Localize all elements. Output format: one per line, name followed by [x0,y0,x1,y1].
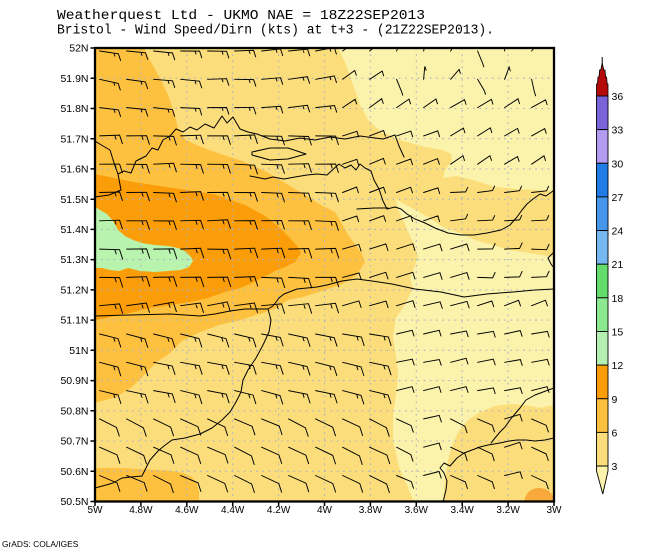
svg-text:4W: 4W [317,505,333,516]
svg-text:50.5N: 50.5N [60,496,88,508]
svg-text:3.8W: 3.8W [359,505,383,516]
svg-text:Weatherquest Ltd - UKMO NAE =: Weatherquest Ltd - UKMO NAE = 18Z22SEP20… [57,9,425,24]
svg-text:51.5N: 51.5N [60,194,88,206]
svg-text:51N: 51N [69,345,88,357]
svg-text:27: 27 [612,192,624,204]
svg-text:50.8N: 50.8N [60,405,88,417]
svg-text:18: 18 [612,293,624,305]
svg-text:33: 33 [612,125,624,137]
svg-text:51.8N: 51.8N [60,103,88,115]
svg-text:51.9N: 51.9N [60,73,88,85]
svg-text:51.2N: 51.2N [60,285,88,297]
svg-text:Bristol - Wind Speed/Dirn (kts: Bristol - Wind Speed/Dirn (kts) at t+3 -… [57,24,494,39]
svg-text:3.6W: 3.6W [405,505,429,516]
svg-text:4.6W: 4.6W [175,505,199,516]
svg-text:51.4N: 51.4N [60,224,88,236]
svg-text:3.2W: 3.2W [496,505,520,516]
svg-text:GrADS: COLA/IGES: GrADS: COLA/IGES [2,539,79,549]
svg-text:3: 3 [612,461,618,473]
svg-text:30: 30 [612,158,624,170]
svg-text:4.2W: 4.2W [267,505,291,516]
svg-text:24: 24 [612,226,624,238]
svg-text:21: 21 [612,259,624,271]
svg-text:50.7N: 50.7N [60,436,88,448]
svg-text:5W: 5W [88,505,104,516]
svg-text:9: 9 [612,394,618,406]
svg-text:51.6N: 51.6N [60,164,88,176]
svg-text:51.1N: 51.1N [60,315,88,327]
svg-text:3W: 3W [547,505,563,516]
svg-text:50.9N: 50.9N [60,375,88,387]
svg-text:51.3N: 51.3N [60,254,88,266]
svg-text:6: 6 [612,427,618,439]
svg-text:15: 15 [612,327,624,339]
svg-text:51.7N: 51.7N [60,133,88,145]
svg-text:52N: 52N [69,43,88,55]
svg-text:4.4W: 4.4W [221,505,245,516]
svg-text:36: 36 [612,91,624,103]
svg-text:3.4W: 3.4W [451,505,475,516]
svg-text:50.6N: 50.6N [60,466,88,478]
svg-text:4.8W: 4.8W [129,505,153,516]
svg-text:12: 12 [612,360,624,372]
